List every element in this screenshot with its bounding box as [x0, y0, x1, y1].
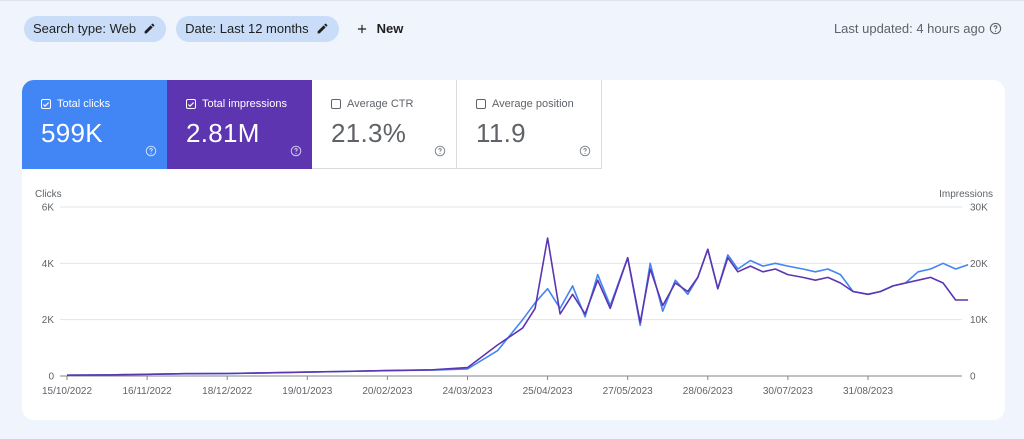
- metric-value: 599K: [41, 118, 103, 148]
- new-filter-button[interactable]: New: [355, 21, 404, 36]
- y-left-axis-title: Clicks: [35, 189, 62, 200]
- series-line-impressions: [66, 237, 969, 376]
- help-icon[interactable]: [145, 145, 157, 157]
- checkbox-checked-icon[interactable]: [41, 99, 51, 109]
- x-tick-label: 20/02/2023: [362, 386, 412, 397]
- search-type-chip[interactable]: Search type: Web: [24, 15, 167, 42]
- performance-card: Total clicks 599K Total impressions 2.81…: [22, 80, 1005, 420]
- metric-label: Average CTR: [347, 98, 414, 110]
- metric-value: 21.3%: [331, 118, 407, 148]
- date-range-chip[interactable]: Date: Last 12 months: [176, 15, 339, 42]
- pencil-icon: [317, 23, 328, 34]
- metric-total-clicks[interactable]: Total clicks 599K: [22, 80, 167, 169]
- x-tick-label: 16/11/2022: [122, 386, 172, 397]
- help-icon[interactable]: [290, 145, 302, 157]
- new-filter-label: New: [376, 21, 404, 36]
- y-right-tick-label: 20K: [970, 259, 988, 270]
- x-tick-label: 31/08/2023: [843, 386, 893, 397]
- help-icon[interactable]: [434, 145, 446, 157]
- metric-label: Total impressions: [202, 98, 287, 110]
- x-tick-label: 18/12/2022: [202, 386, 252, 397]
- metric-label: Total clicks: [57, 98, 111, 110]
- metric-label: Average position: [492, 98, 574, 110]
- x-tick-label: 25/04/2023: [523, 386, 573, 397]
- series-line-clicks: [66, 248, 969, 376]
- metric-tabs: Total clicks 599K Total impressions 2.81…: [22, 80, 602, 169]
- filter-bar: Search type: Web Date: Last 12 months Ne…: [24, 15, 403, 42]
- metric-value: 11.9: [476, 118, 526, 148]
- metric-average-position[interactable]: Average position 11.9: [457, 80, 602, 169]
- x-tick-label: 30/07/2023: [763, 386, 813, 397]
- checkbox-unchecked-icon[interactable]: [331, 99, 341, 109]
- help-icon[interactable]: [989, 22, 1002, 35]
- y-left-tick-label: 4K: [42, 259, 55, 270]
- metric-total-impressions[interactable]: Total impressions 2.81M: [167, 80, 312, 169]
- checkbox-checked-icon[interactable]: [186, 99, 196, 109]
- search-type-label: Search type: Web: [33, 21, 137, 36]
- last-updated-text: Last updated: 4 hours ago: [833, 21, 985, 36]
- checkbox-unchecked-icon[interactable]: [476, 99, 486, 109]
- metric-average-ctr[interactable]: Average CTR 21.3%: [312, 80, 457, 169]
- metric-value: 2.81M: [186, 118, 260, 148]
- help-icon[interactable]: [579, 145, 591, 157]
- y-left-tick-label: 2K: [42, 315, 55, 326]
- y-left-tick-label: 0: [48, 372, 54, 383]
- y-left-tick-label: 6K: [42, 203, 55, 214]
- x-tick-label: 27/05/2023: [603, 386, 653, 397]
- plus-icon: [357, 24, 366, 33]
- performance-chart[interactable]: Clicks Impressions 0 0 2K 10K 4K 20K 6K 30K 15/…: [22, 175, 1005, 415]
- x-tick-label: 24/03/2023: [442, 386, 492, 397]
- pencil-icon: [144, 23, 155, 34]
- x-tick-label: 15/10/2022: [42, 386, 92, 397]
- y-right-tick-label: 0: [970, 372, 976, 383]
- y-right-axis-title: Impressions: [939, 189, 993, 200]
- y-right-tick-label: 10K: [970, 315, 988, 326]
- top-divider: [0, 0, 1024, 1]
- last-updated: Last updated: 4 hours ago: [834, 21, 1002, 36]
- x-tick-label: 19/01/2023: [282, 386, 332, 397]
- x-tick-label: 28/06/2023: [683, 386, 733, 397]
- y-right-tick-label: 30K: [970, 203, 988, 214]
- date-range-label: Date: Last 12 months: [185, 21, 309, 36]
